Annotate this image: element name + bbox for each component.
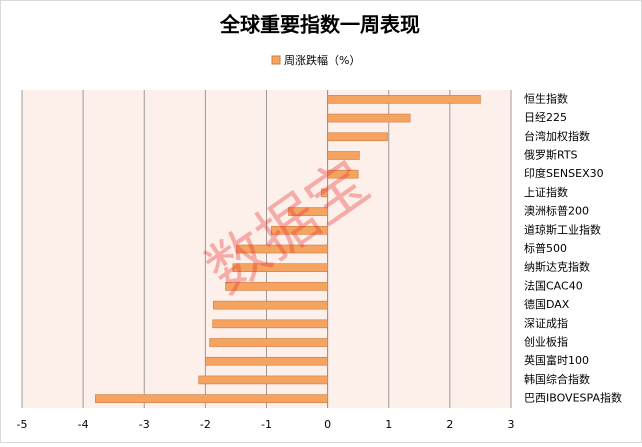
legend-swatch [271,55,281,65]
bar [198,375,328,385]
bar [209,338,328,347]
x-tick-label: -5 [17,418,28,431]
bar [327,113,411,123]
bar [212,319,328,329]
y-tick-label: 上证指数 [524,185,568,199]
y-tick-label: 标普500 [524,241,567,255]
bar [213,300,328,310]
legend-label: 周涨跌幅（%） [284,53,360,67]
x-tick-label: 2 [446,418,453,431]
x-tick-label: -4 [78,418,89,431]
y-tick-label: 深证成指 [524,316,568,330]
y-tick-label: 韩国综合指数 [524,372,590,386]
y-tick-label: 纳斯达克指数 [524,260,590,274]
bar [288,207,328,216]
y-tick-label: 台湾加权指数 [524,129,590,143]
bar [95,394,328,403]
y-tick-label: 英国富时100 [524,353,589,367]
x-tick-label: -1 [261,418,272,431]
x-tick-label: 0 [324,418,331,431]
bar [225,282,328,291]
y-tick-label: 澳洲标普200 [524,204,589,218]
bar [232,263,328,273]
y-tick-label: 日经225 [524,111,567,124]
y-tick-label: 巴西IBOVESPA指数 [524,391,622,405]
y-tick-label: 法国CAC40 [524,278,583,292]
bar [271,225,328,235]
x-tick-label: -2 [200,418,211,431]
chart-title: 全球重要指数一周表现 [219,13,420,37]
y-tick-label: 印度SENSEX30 [524,166,604,180]
bar [236,244,328,254]
y-tick-label: 创业板指 [524,335,568,349]
x-tick-label: 3 [508,418,515,431]
bar [321,188,328,198]
x-tick-label: 1 [385,418,392,431]
x-tick-label: -3 [139,418,150,431]
y-tick-label: 德国DAX [524,297,570,311]
bar [327,95,481,104]
bar [327,132,388,142]
y-tick-label: 恒生指数 [524,91,568,105]
y-tick-label: 道琼斯工业指数 [524,222,601,236]
bar [205,356,328,366]
bar [327,151,360,160]
y-tick-label: 俄罗斯RTS [524,148,578,161]
bar [327,169,359,179]
